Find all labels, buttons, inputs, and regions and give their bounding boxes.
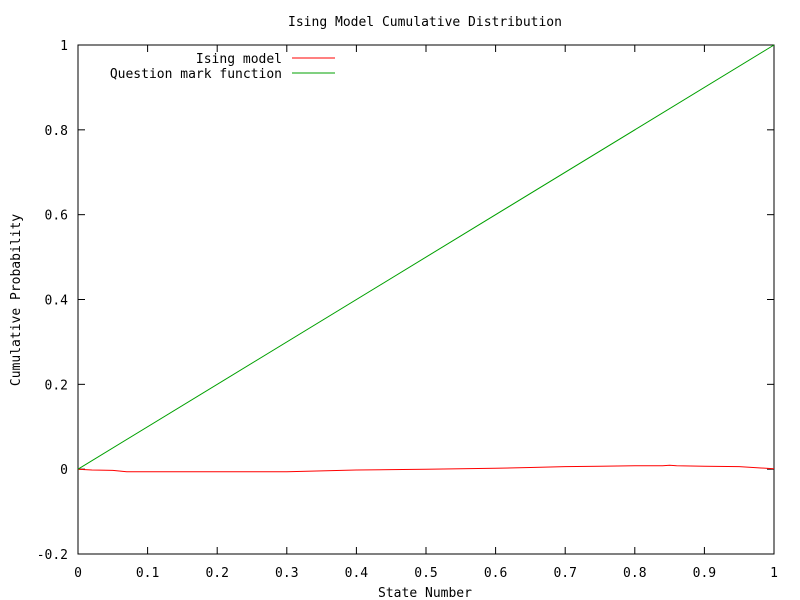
x-tick-label: 1 <box>770 566 778 581</box>
y-tick-label: 0.4 <box>45 294 69 309</box>
x-tick-label: 0.9 <box>693 566 716 581</box>
y-tick-label: 0.6 <box>45 209 68 224</box>
y-tick-label: 0.8 <box>45 124 68 139</box>
y-tick-label: -0.2 <box>37 548 68 563</box>
y-axis-label: Cumulative Probability <box>9 214 24 386</box>
x-axis-label: State Number <box>378 586 472 600</box>
x-tick-label: 0.1 <box>136 566 159 581</box>
x-tick-label: 0.5 <box>414 566 437 581</box>
y-tick-label: 1 <box>60 39 68 54</box>
y-axis-ticks: -0.2 0 0.2 0.4 0.6 0.8 1 <box>37 39 774 563</box>
x-tick-label: 0.4 <box>345 566 369 581</box>
x-tick-label: 0.3 <box>275 566 298 581</box>
y-tick-label: 0.2 <box>45 378 68 393</box>
x-tick-label: 0.2 <box>205 566 228 581</box>
x-tick-label: 0.8 <box>623 566 646 581</box>
series-line-question-mark-function <box>77 44 775 470</box>
legend-label-question-mark-function: Question mark function <box>110 67 282 82</box>
x-tick-label: 0.6 <box>484 566 507 581</box>
x-tick-label: 0 <box>74 566 82 581</box>
chart-title: Ising Model Cumulative Distribution <box>288 15 562 30</box>
y-tick-label: 0 <box>60 463 68 478</box>
x-axis-ticks: 0 0.1 0.2 0.3 0.4 0.5 0.6 0.7 0.8 0.9 1 <box>74 45 778 581</box>
series-line-ising-model <box>77 464 775 473</box>
legend-label-ising-model: Ising model <box>196 52 282 67</box>
x-tick-label: 0.7 <box>553 566 576 581</box>
series-layer <box>77 44 775 473</box>
